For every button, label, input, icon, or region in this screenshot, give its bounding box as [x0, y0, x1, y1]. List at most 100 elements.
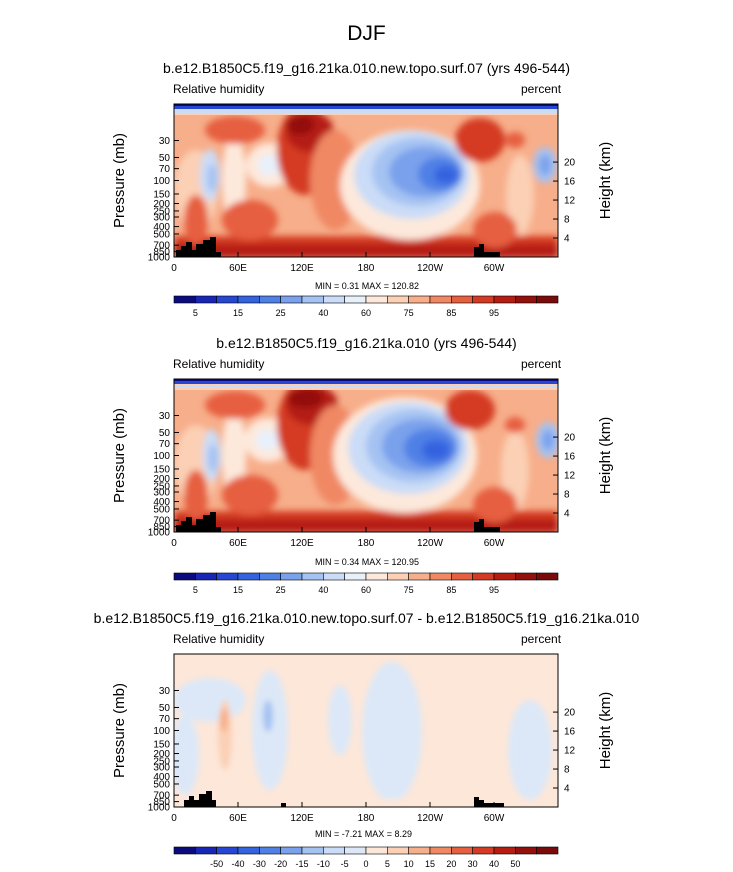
- panel-2-axes: 0 60E 120E 180 120W 60W1000850700500400300250…: [111, 408, 614, 549]
- colorbar-label: 10: [404, 859, 414, 869]
- colorbar-swatch: [387, 572, 409, 581]
- y-tick-label: 30: [159, 136, 171, 147]
- y-right-tick-label: 12: [564, 196, 576, 207]
- y-tick-label: 500: [153, 504, 170, 515]
- x-tick-label: 120E: [290, 813, 314, 824]
- y-tick-label: 250: [153, 206, 170, 217]
- y-tick-label: 150: [153, 189, 170, 200]
- colorbar-swatch: [216, 295, 239, 304]
- colorbar-swatch: [429, 572, 452, 581]
- y-axis-title: Pressure (mb): [111, 133, 128, 228]
- x-tick-label: 120E: [290, 538, 314, 549]
- colorbar-label: 75: [404, 308, 414, 318]
- colorbar-label: 95: [489, 308, 499, 318]
- y-tick-label: 200: [153, 749, 170, 760]
- y-axis-title: Pressure (mb): [111, 408, 128, 503]
- colorbar-label: 15: [233, 308, 243, 318]
- y-tick-label: 100: [153, 176, 170, 187]
- colorbar-swatch: [173, 295, 196, 304]
- y-right-tick-label: 4: [564, 784, 570, 795]
- colorbar-swatch: [429, 846, 452, 855]
- y-tick-label: 150: [153, 739, 170, 750]
- colorbar-swatch: [387, 846, 409, 855]
- colorbar-label: 25: [276, 585, 286, 595]
- colorbar-swatch: [493, 572, 516, 581]
- y-tick-label: 200: [153, 474, 170, 485]
- y-axis-title: Pressure (mb): [111, 683, 128, 778]
- y-tick-label: 50: [159, 428, 171, 439]
- x-tick-label: 120E: [290, 263, 314, 274]
- colorbar-label: 25: [276, 308, 286, 318]
- colorbar-label: 95: [489, 585, 499, 595]
- y-tick-label: 200: [153, 199, 170, 210]
- colorbar-swatch: [365, 572, 388, 581]
- colorbar-swatch: [408, 846, 431, 855]
- colorbar-label: 85: [446, 308, 456, 318]
- colorbar-swatch: [536, 572, 559, 581]
- y-right-tick-label: 20: [564, 433, 576, 444]
- colorbar-label: 60: [361, 585, 371, 595]
- y-right-tick-label: 8: [564, 490, 570, 501]
- colorbar-swatch: [323, 572, 345, 581]
- colorbar-label: -20: [274, 859, 287, 869]
- colorbar-swatch: [515, 295, 537, 304]
- x-tick-label: 60W: [484, 538, 505, 549]
- y-right-tick-label: 12: [564, 471, 576, 482]
- colorbar-swatch: [387, 295, 409, 304]
- y-tick-label: 700: [153, 791, 170, 802]
- y-tick-label: 300: [153, 487, 170, 498]
- panel-1-variable: Relative humidity: [173, 82, 265, 96]
- panel-1-axes: 0 60E 120E 180 120W 60W1000850700500400300250…: [111, 133, 614, 274]
- colorbar-swatch: [344, 295, 367, 304]
- y-right-tick-label: 16: [564, 177, 576, 188]
- colorbar-swatch: [216, 572, 239, 581]
- x-tick-label: 120W: [417, 813, 444, 824]
- panel-2-contour-field: [174, 379, 558, 532]
- colorbar-swatch: [344, 572, 367, 581]
- panel-2-units: percent: [521, 357, 562, 371]
- colorbar-label: 40: [489, 859, 499, 869]
- colorbar-swatch: [429, 295, 452, 304]
- figure-title: DJF: [347, 22, 386, 45]
- y-right-tick-label: 20: [564, 158, 576, 169]
- x-tick-label: 60W: [484, 813, 505, 824]
- y-tick-label: 50: [159, 153, 171, 164]
- colorbar-swatch: [237, 572, 260, 581]
- colorbar-swatch: [536, 295, 559, 304]
- y-tick-label: 1000: [148, 528, 171, 539]
- y-tick-label: 150: [153, 464, 170, 475]
- colorbar-swatch: [451, 295, 473, 304]
- panel-1-units: percent: [521, 82, 562, 96]
- colorbar-label: 15: [233, 585, 243, 595]
- y-tick-label: 250: [153, 756, 170, 767]
- y-tick-label: 850: [153, 797, 170, 808]
- y-tick-label: 850: [153, 247, 170, 258]
- colorbar-swatch: [259, 572, 281, 581]
- panel-2-colorbar: 5 15 25 40 60 75 85 95: [173, 572, 559, 595]
- colorbar-swatch: [195, 846, 217, 855]
- y-tick-label: 70: [159, 164, 171, 175]
- colorbar-swatch: [365, 846, 388, 855]
- x-tick-label: 60E: [229, 263, 247, 274]
- x-tick-label: 60E: [229, 813, 247, 824]
- panel-1-minmax: MIN = 0.31 MAX = 120.82: [315, 281, 420, 291]
- panel-3-units: percent: [521, 632, 562, 646]
- x-tick-label: 0: [171, 813, 177, 824]
- y-tick-label: 1000: [148, 253, 171, 264]
- colorbar-swatch: [237, 846, 260, 855]
- y-axis-right-title: Height (km): [597, 417, 614, 495]
- colorbar-swatch: [301, 295, 324, 304]
- y-tick-label: 300: [153, 762, 170, 773]
- panel-3-frame: [173, 653, 559, 808]
- y-tick-label: 400: [153, 497, 170, 508]
- colorbar-swatch: [259, 846, 281, 855]
- y-tick-label: 30: [159, 686, 171, 697]
- colorbar-label: 5: [193, 308, 198, 318]
- y-tick-label: 1000: [148, 803, 171, 814]
- x-tick-label: 0: [171, 538, 177, 549]
- colorbar-swatch: [280, 846, 303, 855]
- y-tick-label: 70: [159, 439, 171, 450]
- y-tick-label: 30: [159, 411, 171, 422]
- panel-1-frame: [173, 103, 559, 258]
